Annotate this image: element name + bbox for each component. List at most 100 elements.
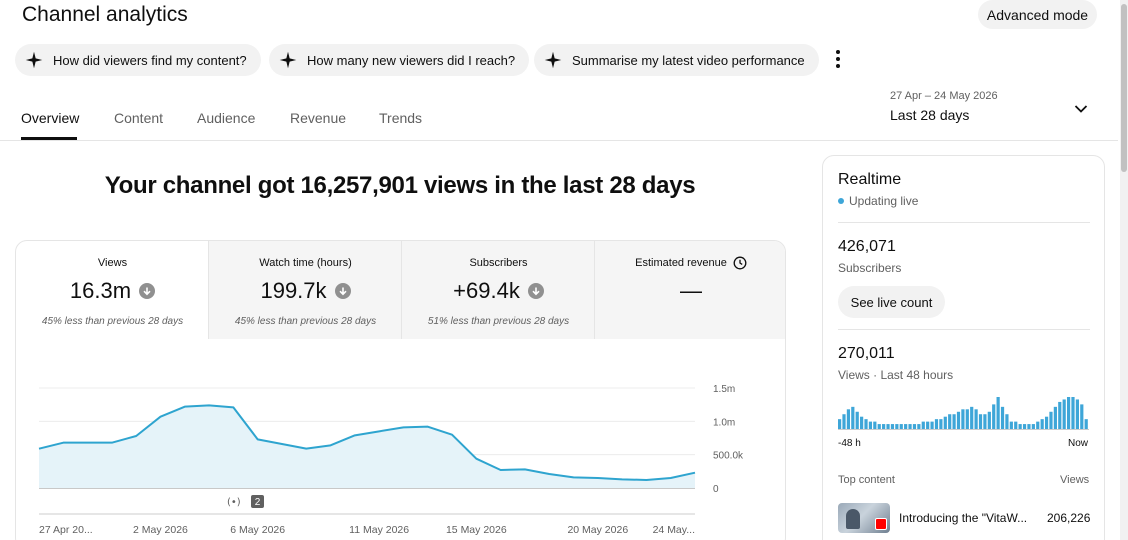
annotation-badge	[251, 495, 264, 508]
live-dot-icon	[838, 198, 844, 204]
realtime-bar	[860, 416, 864, 429]
x-tick-label: 15 May 2026	[446, 524, 507, 536]
realtime-bar	[890, 424, 895, 429]
page-scrollbar[interactable]	[1120, 0, 1128, 540]
video-thumbnail[interactable]	[838, 503, 890, 533]
metric-subscribers[interactable]: Subscribers +69.4k 51% less than previou…	[402, 241, 595, 339]
tab-content[interactable]: Content	[114, 110, 164, 126]
metric-value: —	[680, 278, 702, 303]
annotation-count: 2	[255, 497, 261, 508]
ask-chip-viewers-find[interactable]: How did viewers find my content?	[15, 44, 261, 76]
metric-divider	[594, 241, 595, 339]
realtime-bar	[970, 406, 974, 429]
scrollbar-thumb[interactable]	[1121, 4, 1127, 172]
metric-divider	[208, 241, 209, 339]
realtime-bar	[996, 397, 1000, 429]
arrow-down-icon	[139, 283, 156, 299]
metric-value: 199.7k	[260, 278, 327, 303]
views-series-line	[38, 404, 696, 481]
tab-revenue[interactable]: Revenue	[290, 110, 347, 126]
realtime-bar	[1009, 421, 1013, 429]
shorts-icon	[875, 518, 887, 530]
advanced-mode-button[interactable]: Advanced mode	[978, 0, 1097, 29]
realtime-subscribers-value: 426,071	[838, 238, 896, 255]
realtime-bar	[1062, 399, 1066, 429]
ask-chip-summarise[interactable]: Summarise my latest video performance	[534, 44, 819, 76]
tab-overview[interactable]: Overview	[21, 110, 80, 126]
y-tick-label: 500.0k	[713, 451, 744, 462]
realtime-bar	[899, 424, 903, 429]
views-line-chart[interactable]: 1.5m 1.0m 500.0k 0 27 Apr 20... 2 May 2026 6 M…	[16, 241, 786, 540]
realtime-bar	[846, 409, 851, 429]
realtime-bar	[934, 419, 939, 429]
y-tick-label: 0	[713, 484, 719, 495]
realtime-bar-chart[interactable]	[823, 156, 1105, 456]
realtime-bar	[851, 406, 855, 429]
realtime-subscribers-label: Subscribers	[838, 261, 902, 275]
realtime-bar	[987, 411, 991, 429]
views-headline: Your channel got 16,257,901 views in the…	[104, 172, 696, 199]
metric-delta: 45% less than previous 28 days	[234, 316, 377, 327]
realtime-card: Realtime Updating live 426,071 Subscribe…	[822, 155, 1105, 540]
realtime-bar	[895, 424, 899, 429]
tab-audience[interactable]: Audience	[197, 110, 256, 126]
realtime-bar	[943, 416, 947, 429]
realtime-bar	[1058, 401, 1062, 429]
y-tick-label: 1.5m	[713, 384, 735, 395]
metric-value: +69.4k	[453, 278, 520, 303]
realtime-bar	[1031, 424, 1035, 429]
broadcast-icon: (•)	[227, 497, 241, 508]
realtime-bar	[1000, 406, 1005, 429]
arrow-down-icon	[334, 283, 351, 299]
top-content-label: Top content	[838, 474, 895, 486]
metric-delta: 45% less than previous 28 days	[41, 316, 184, 327]
metric-value: 16.3m	[69, 278, 132, 303]
tab-trends[interactable]: Trends	[379, 110, 423, 126]
chevron-down-icon[interactable]	[1073, 101, 1089, 117]
metric-label: Estimated revenue	[635, 257, 727, 269]
ask-chip-new-viewers[interactable]: How many new viewers did I reach?	[269, 44, 530, 76]
metric-label: Watch time (hours)	[259, 257, 352, 269]
realtime-bar	[1014, 421, 1018, 429]
chart-annotation[interactable]: (•) 2	[227, 495, 264, 508]
live-status-text: Updating live	[849, 194, 919, 208]
date-period-text: Last 28 days	[890, 107, 970, 123]
date-range-text: 27 Apr – 24 May 2026	[890, 90, 998, 102]
realtime-bar	[974, 409, 978, 429]
realtime-bar	[1036, 421, 1040, 429]
divider	[838, 222, 1090, 223]
active-tab-indicator	[21, 137, 77, 140]
realtime-bar	[965, 409, 969, 429]
realtime-bar	[992, 404, 996, 429]
metric-views[interactable]: Views 16.3m 45% less than previous 28 da…	[16, 241, 209, 339]
realtime-bar	[939, 419, 943, 429]
views-area-fill	[39, 405, 695, 488]
sparkle-icon	[279, 51, 297, 69]
realtime-bar	[948, 414, 952, 429]
x-tick-label: 6 May 2026	[230, 524, 285, 536]
metric-divider	[401, 241, 402, 339]
realtime-bar	[978, 414, 983, 429]
more-options-icon[interactable]	[829, 48, 847, 70]
realtime-bar	[961, 409, 965, 429]
y-tick-label: 1.0m	[713, 417, 735, 428]
chip-label: How many new viewers did I reach?	[307, 52, 516, 68]
see-live-count-button[interactable]: See live count	[838, 286, 945, 318]
realtime-views-value: 270,011	[838, 345, 895, 362]
live-status: Updating live	[838, 194, 918, 208]
realtime-bar	[952, 414, 956, 429]
realtime-bar	[1005, 414, 1009, 429]
realtime-views-label: Views · Last 48 hours	[838, 368, 954, 382]
x-tick-label: 20 May 2026	[567, 524, 628, 536]
sparkle-icon	[25, 51, 43, 69]
page-title: Channel analytics	[22, 3, 188, 26]
top-video-title[interactable]: Introducing the "VitaW...	[899, 511, 1028, 525]
realtime-bar	[930, 421, 934, 429]
top-video-views: 206,226	[1047, 511, 1091, 525]
metric-estimated-revenue[interactable]: Estimated revenue —	[595, 241, 785, 339]
realtime-bar	[877, 424, 881, 429]
x-tick-label: 27 Apr 20...	[39, 524, 93, 536]
metric-watch-time[interactable]: Watch time (hours) 199.7k 45% less than …	[209, 241, 402, 339]
realtime-bar	[1040, 419, 1044, 429]
realtime-bar	[1066, 397, 1071, 429]
